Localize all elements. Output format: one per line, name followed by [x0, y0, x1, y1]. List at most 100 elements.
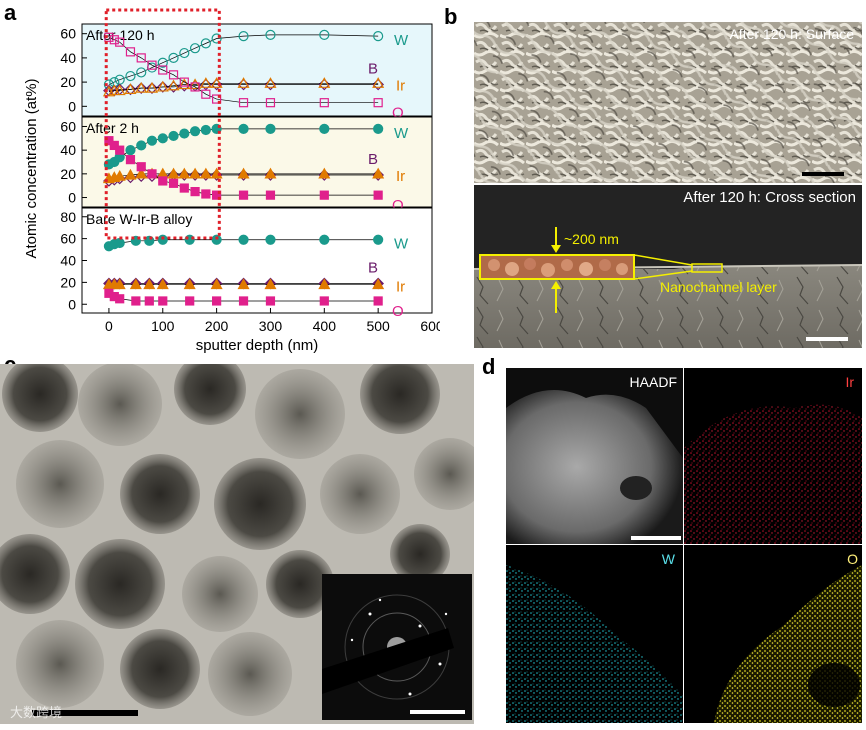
panel-letter-b: b — [444, 4, 458, 29]
data-point-O — [109, 140, 119, 151]
data-point-Ir — [129, 278, 142, 290]
data-point-B — [199, 169, 212, 181]
data-point-B — [178, 79, 191, 92]
data-point-O — [190, 187, 200, 197]
data-point-Ir — [113, 278, 126, 290]
data-point-O — [190, 82, 200, 92]
data-point-W — [319, 29, 330, 40]
data-point-O — [373, 296, 383, 306]
y-tick-label: 40 — [60, 50, 76, 66]
data-point-O — [265, 98, 276, 108]
data-point-Ir — [264, 77, 277, 88]
data-point-O — [179, 77, 189, 87]
data-point-Ir — [237, 167, 250, 179]
data-point-B — [372, 169, 385, 181]
data-point-Ir — [178, 78, 191, 90]
panel-b-cross-section-image: After 120 h: Cross section ~200 nm Nanoc… — [474, 185, 862, 348]
series-line-W — [108, 128, 379, 165]
data-point-O — [319, 98, 329, 108]
y-tick-label: 60 — [60, 231, 76, 247]
data-point-O — [131, 296, 141, 306]
y-tick-label: 60 — [60, 118, 76, 134]
data-point-Ir — [189, 167, 202, 179]
x-tick-label: 300 — [259, 318, 283, 334]
data-point-O — [125, 47, 136, 57]
data-point-Ir — [113, 84, 126, 96]
element-label-Ir: Ir — [396, 279, 405, 296]
x-tick-label: 400 — [313, 318, 337, 334]
data-point-B — [372, 78, 385, 91]
data-point-B — [189, 169, 201, 181]
subplot-frame — [81, 207, 433, 314]
data-point-W — [125, 70, 136, 82]
x-tick-label: 200 — [205, 318, 229, 334]
series-line-O — [108, 36, 379, 104]
data-point-O — [265, 190, 276, 200]
data-point-Ir — [372, 167, 385, 179]
data-point-Ir — [124, 168, 137, 180]
series-line-Ir — [108, 173, 379, 179]
y-tick-label: 40 — [60, 142, 76, 158]
subplot-title: After 120 h — [86, 27, 155, 43]
data-point-Ir — [156, 80, 169, 92]
data-point-Ir — [143, 278, 156, 290]
y-tick-label: 40 — [60, 253, 76, 269]
o-map — [714, 565, 862, 723]
highlight-box — [104, 8, 221, 240]
series-line-O — [108, 140, 379, 196]
data-point-O — [158, 65, 168, 75]
data-point-B — [237, 78, 250, 91]
data-point-B — [156, 81, 169, 93]
data-point-W — [211, 33, 222, 44]
panel-c-tem-image: 大数跨境 — [0, 364, 474, 724]
x-axis-label: sputter depth (nm) — [196, 337, 319, 354]
subplot-title: Bare W-Ir-B alloy — [86, 211, 192, 227]
element-label-O: O — [392, 197, 404, 214]
element-label-Ir: Ir — [396, 168, 405, 185]
data-point-B — [199, 78, 212, 91]
data-point-O — [238, 98, 249, 108]
y-tick-label: 20 — [60, 274, 76, 290]
data-point-O — [201, 89, 211, 99]
data-point-W — [146, 135, 158, 146]
data-point-Ir — [178, 167, 191, 179]
data-point-Ir — [167, 167, 180, 179]
data-point-W — [125, 145, 136, 156]
element-label-B: B — [368, 61, 378, 78]
x-tick-label: 500 — [366, 318, 390, 334]
panel-letter-d: d — [482, 354, 496, 379]
data-point-W — [373, 123, 384, 134]
data-point-W — [179, 128, 190, 139]
subplot-title: After 2 h — [86, 120, 139, 136]
data-point-B — [237, 169, 250, 181]
tem-texture — [0, 364, 474, 724]
data-point-O — [109, 35, 119, 45]
y-tick-label: 0 — [68, 98, 76, 114]
data-point-Ir — [183, 278, 196, 290]
data-point-Ir — [237, 77, 250, 88]
y-tick-label: 0 — [68, 296, 76, 312]
data-point-O — [212, 190, 222, 200]
element-label-W: W — [394, 125, 409, 142]
haadf-label: HAADF — [629, 374, 677, 390]
panel-d-haadf-tile: HAADF — [506, 368, 683, 544]
element-label-Ir: Ir — [396, 77, 405, 94]
data-point-O — [168, 70, 179, 80]
panel-d-w-tile: W — [506, 545, 683, 723]
data-point-B — [210, 78, 223, 91]
ir-map — [684, 404, 862, 544]
data-point-O — [147, 60, 157, 70]
data-point-O — [238, 190, 249, 200]
data-point-O — [185, 296, 195, 306]
element-label-W: W — [394, 32, 409, 49]
panel-b-surface-image: After 120 h: Surface — [474, 22, 862, 183]
w-label: W — [661, 551, 675, 567]
element-label-O: O — [392, 303, 404, 320]
haadf-texture — [506, 390, 683, 544]
data-point-Ir — [264, 167, 277, 179]
element-label-B: B — [368, 259, 378, 276]
w-map — [506, 565, 683, 723]
panel-letter-a: a — [4, 0, 17, 25]
data-point-O — [238, 296, 249, 306]
surface-label: After 120 h: Surface — [729, 26, 854, 42]
